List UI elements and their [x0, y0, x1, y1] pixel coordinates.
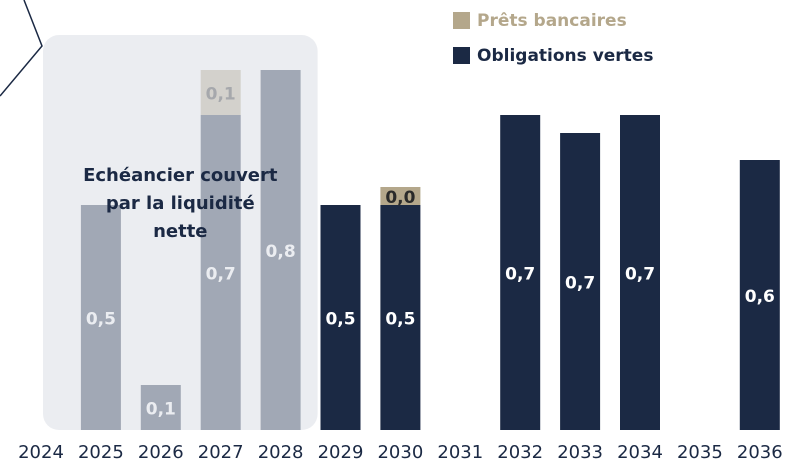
bar-segment [320, 205, 361, 430]
data-label: 0,6 [745, 287, 775, 307]
x-tick-label: 2026 [138, 442, 184, 463]
bar-segment [620, 115, 660, 430]
x-tick-label: 2024 [18, 442, 64, 463]
bar-segment [739, 160, 780, 430]
x-tick-label: 2036 [737, 442, 783, 463]
x-tick-label: 2031 [437, 442, 483, 463]
x-tick-label: 2028 [258, 442, 304, 463]
legend-label: Obligations vertes [477, 46, 653, 66]
data-label: 0,0 [385, 188, 415, 208]
x-tick-label: 2035 [677, 442, 723, 463]
bar-segment [380, 187, 421, 205]
bar-segment [380, 205, 421, 430]
bar-segment [560, 133, 601, 430]
x-tick-label: 2030 [377, 442, 423, 463]
x-tick-label: 2033 [557, 442, 603, 463]
bar-segment [500, 115, 541, 430]
data-label: 0,7 [625, 265, 655, 285]
legend-swatch [453, 47, 470, 64]
legend-swatch [453, 12, 470, 29]
highlight-region [43, 35, 318, 430]
data-label: 0,5 [385, 310, 415, 330]
x-tick-label: 2027 [198, 442, 244, 463]
x-tick-label: 2032 [497, 442, 543, 463]
decor-chevron [0, 0, 43, 97]
highlight-label: nette [153, 221, 207, 242]
x-tick-label: 2025 [78, 442, 124, 463]
legend-label: Prêts bancaires [477, 11, 627, 31]
highlight-label: par la liquidité [106, 193, 255, 214]
data-label: 0,7 [565, 274, 595, 294]
data-label: 0,5 [325, 310, 355, 330]
x-tick-label: 2029 [318, 442, 364, 463]
data-label: 0,7 [505, 265, 535, 285]
x-tick-label: 2034 [617, 442, 663, 463]
highlight-label: Echéancier couvert [83, 165, 278, 186]
